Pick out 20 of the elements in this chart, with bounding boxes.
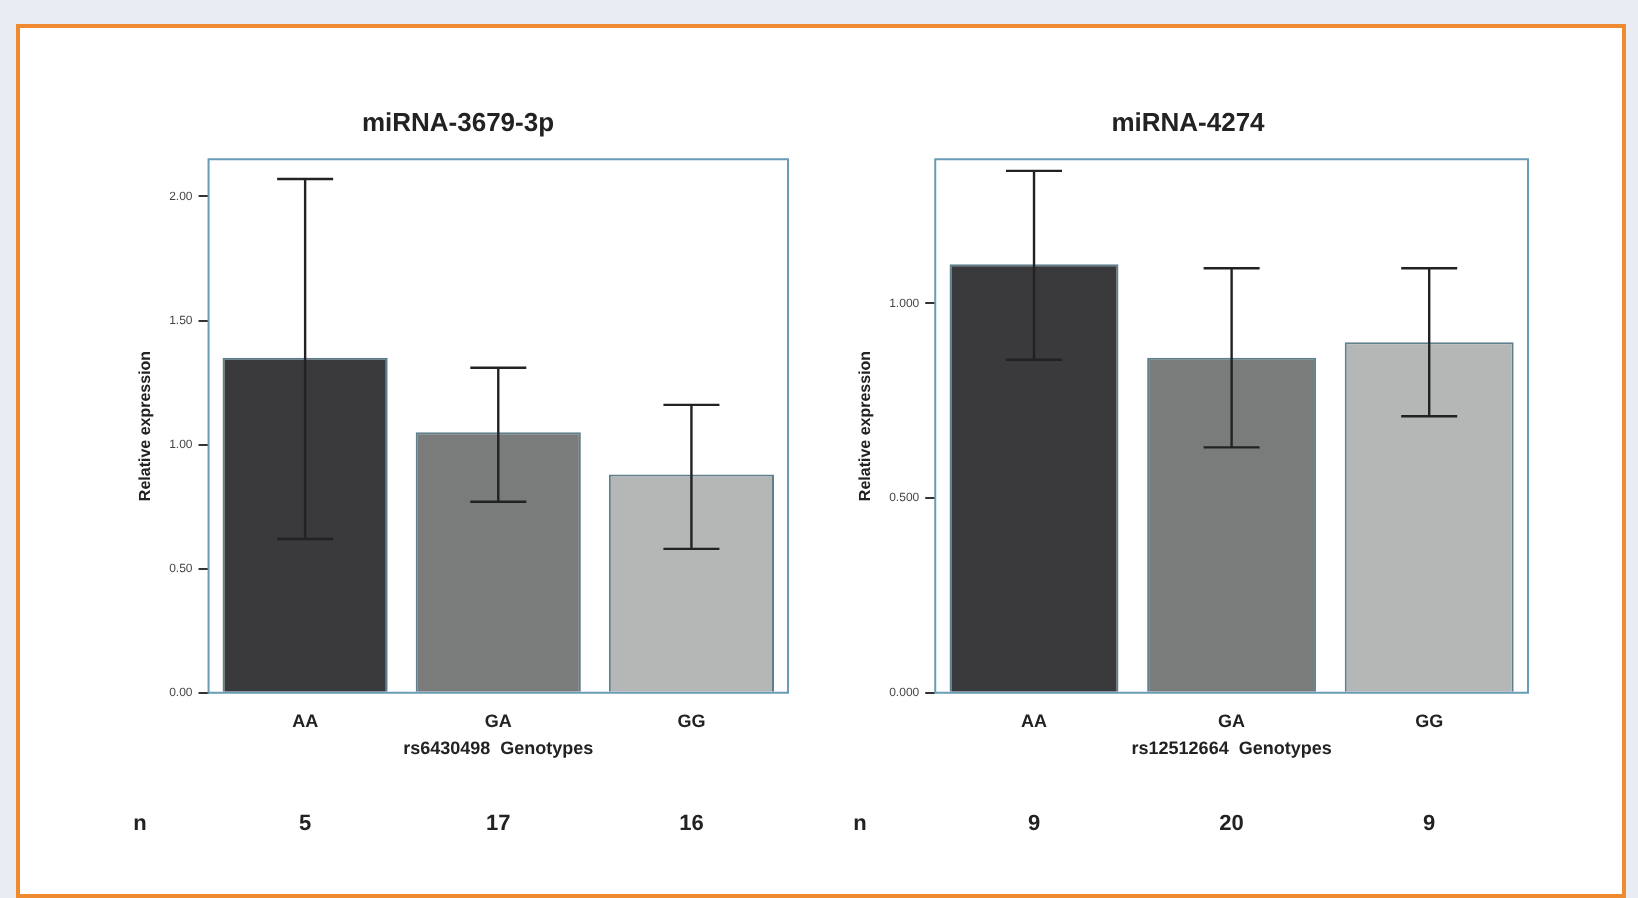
x-axis-title: rs6430498 Genotypes (403, 738, 594, 759)
x-tick-label: AA (1021, 710, 1049, 731)
x-tick-label: AA (292, 710, 320, 731)
text: 16 (679, 812, 704, 837)
x-tick-label: GA (1218, 710, 1247, 731)
chart-title: miRNA-4274 (1111, 106, 1267, 137)
x-tick-label: GG (1415, 710, 1444, 731)
x-axis-title: rs12512664 Genotypes (1131, 738, 1332, 759)
y-axis-title: Relative expression (136, 350, 155, 502)
text: 9 (1423, 812, 1436, 837)
text: n (853, 812, 868, 837)
x-tick-label: GG (677, 710, 706, 731)
text: 9 (1027, 812, 1041, 837)
x-tick-label: GA (484, 710, 513, 731)
chart-title: miRNA-3679-3p (361, 106, 555, 137)
text: 20 (1219, 812, 1244, 837)
y-axis-title: Relative expression (856, 350, 875, 502)
text: n (133, 812, 148, 837)
text: 17 (486, 812, 511, 837)
text: 5 (299, 812, 312, 837)
